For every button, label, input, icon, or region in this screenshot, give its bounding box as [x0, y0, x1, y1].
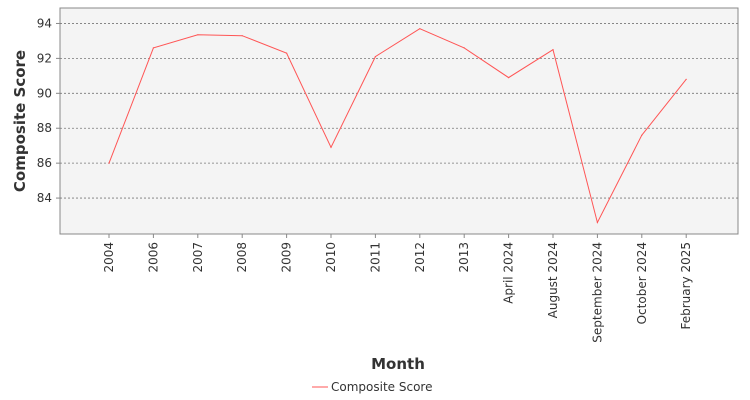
- series-line: [108, 28, 687, 224]
- data-point: [596, 221, 599, 224]
- y-tick-label: 92: [37, 51, 52, 65]
- data-point: [108, 162, 110, 164]
- x-tick-label: 2013: [457, 242, 471, 273]
- x-tick-label: 2009: [280, 242, 294, 273]
- x-tick-label: April 2024: [502, 242, 516, 304]
- data-point: [286, 52, 288, 54]
- x-tick-label: 2012: [413, 242, 427, 273]
- y-axis-ticks: 84 86 88 90 92 94: [37, 16, 60, 205]
- x-tick-label: 2004: [102, 242, 116, 273]
- data-point: [241, 35, 243, 37]
- grid-lines: [60, 23, 738, 199]
- y-tick-label: 90: [37, 86, 52, 100]
- data-point: [641, 134, 643, 136]
- series-layer: [108, 28, 687, 224]
- data-point: [330, 146, 332, 149]
- x-axis-ticks: 2004 2006 2007 2008 2009 2010 2011 2012 2013 Apri…: [102, 234, 693, 343]
- legend-label: Composite Score: [331, 380, 432, 394]
- x-tick-label: 2011: [368, 242, 382, 273]
- data-point: [152, 47, 154, 49]
- x-axis-title: Month: [371, 355, 425, 373]
- x-tick-label: September 2024: [590, 242, 604, 343]
- x-tick-label: 2010: [324, 242, 338, 273]
- data-point: [374, 56, 376, 58]
- data-point: [463, 47, 465, 49]
- y-tick-label: 94: [37, 16, 52, 30]
- x-tick-label: 2008: [235, 242, 249, 273]
- data-point: [552, 49, 554, 51]
- x-tick-label: August 2024: [546, 242, 560, 318]
- y-axis-title: Composite Score: [11, 50, 29, 192]
- legend: Composite Score: [312, 380, 432, 394]
- y-tick-label: 86: [37, 156, 52, 170]
- x-tick-label: 2007: [191, 242, 205, 273]
- y-tick-label: 84: [37, 191, 52, 205]
- data-point: [197, 34, 199, 36]
- data-point: [685, 78, 687, 80]
- data-point: [419, 28, 421, 30]
- y-tick-label: 88: [37, 121, 52, 135]
- x-tick-label: October 2024: [635, 242, 649, 324]
- plot-area: [59, 7, 739, 235]
- x-tick-label: February 2025: [679, 242, 693, 330]
- data-point: [508, 76, 510, 79]
- x-tick-label: 2006: [146, 242, 160, 273]
